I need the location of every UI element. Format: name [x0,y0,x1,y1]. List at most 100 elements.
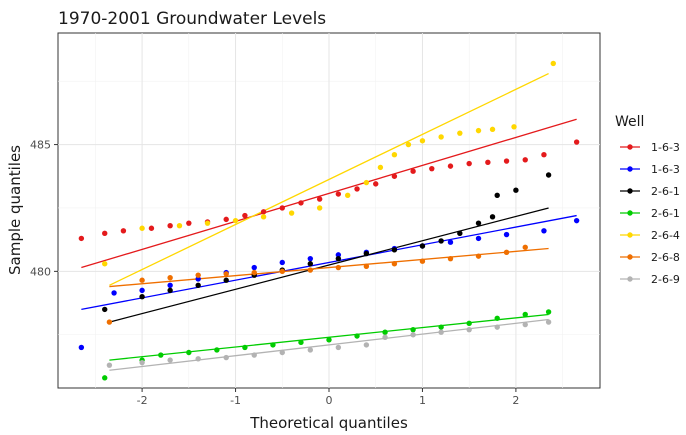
data-point [438,134,444,140]
grid-lines [58,33,600,388]
data-point [475,220,482,226]
qq-line [109,207,549,323]
data-point [522,157,528,163]
data-point [120,228,127,234]
data-point [316,196,323,202]
data-marks [78,60,580,381]
data-point [513,187,519,193]
data-point [573,139,580,145]
data-point [489,214,496,220]
data-point [466,326,472,333]
data-point [550,60,556,67]
axis-ticks: -2 -1 0 1 2 480 485 [30,139,519,407]
data-point [503,249,510,256]
legend-key-point [627,276,633,282]
data-point [503,231,510,238]
data-point [475,127,482,134]
data-point [541,152,547,158]
data-point [307,267,314,273]
y-tick-label: 480 [30,265,51,278]
data-point [167,274,173,281]
data-point [391,247,398,253]
data-point [167,223,173,229]
data-point [298,200,304,206]
data-point [438,329,444,335]
data-point [167,357,173,363]
data-point [186,220,192,226]
data-point [102,306,108,313]
legend-label: 2-6-8 [651,251,680,264]
data-point [326,337,332,343]
data-point [167,282,173,289]
data-point [335,252,342,258]
data-point [410,168,416,174]
data-point [373,181,379,187]
legend-key-point [627,144,633,150]
data-point [475,253,482,259]
data-point [419,258,426,264]
data-point [494,192,500,198]
data-point [344,192,351,198]
data-point [429,165,435,172]
data-point [494,324,500,330]
data-point [78,235,85,242]
data-point [541,228,547,234]
qq-line [81,118,577,269]
legend-key-point [627,188,633,194]
data-point [232,217,239,224]
data-point [503,158,510,164]
data-point [260,214,267,220]
data-point [335,264,342,271]
data-point [214,347,220,353]
x-tick-label: 2 [512,394,519,407]
data-point [522,311,528,318]
legend-label: 2-6-4 [651,229,680,242]
x-tick-label: -1 [230,394,241,407]
data-point [78,344,85,351]
data-point [377,164,384,171]
data-point [223,354,229,361]
data-point [102,375,108,381]
data-point [410,332,416,338]
data-point [457,130,463,136]
data-point [363,263,370,269]
data-point [148,225,155,231]
data-point [307,347,314,353]
data-point [298,339,304,346]
data-point [335,344,342,351]
data-point [545,309,552,315]
data-point [167,287,173,294]
data-point [251,269,257,276]
data-point [195,276,201,282]
data-point [195,282,201,289]
data-point [139,287,145,294]
data-point [223,216,229,223]
data-point [419,138,426,144]
x-tick-label: 0 [326,394,333,407]
data-point [489,126,496,133]
y-axis-title: Sample quantiles [6,145,24,275]
data-point [139,294,145,300]
data-point [522,244,528,250]
data-point [251,264,257,271]
x-tick-label: -2 [137,394,148,407]
data-point [111,290,117,296]
data-point [391,173,398,179]
data-point [195,356,201,362]
data-point [447,163,454,169]
data-point [475,235,482,242]
data-point [279,259,285,266]
data-point [176,223,183,229]
data-point [485,159,491,166]
data-point [391,152,398,158]
data-point [545,172,552,178]
data-point [316,205,323,211]
x-tick-label: 1 [419,394,426,407]
data-point [494,315,500,321]
legend-key-point [627,232,633,238]
data-point [573,217,580,224]
legend-label: 2-6-1 [651,207,680,220]
data-point [195,272,201,278]
qq-line [109,247,549,288]
qq-line [81,214,577,311]
